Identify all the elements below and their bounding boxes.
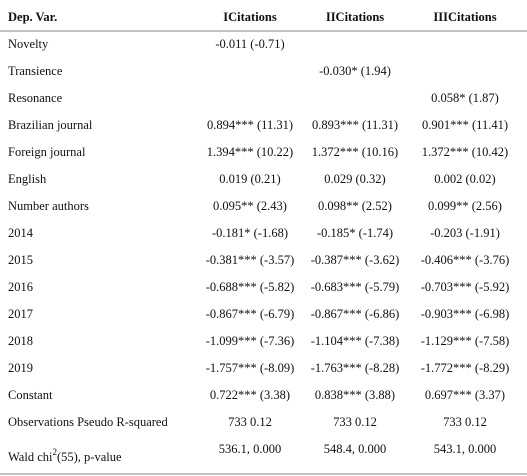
cell: 0.838*** (3.88)	[315, 388, 395, 402]
cell: 0.893*** (11.31)	[312, 118, 398, 132]
cell: 733 0.12	[333, 415, 377, 429]
label-text: (55), p-value	[57, 450, 122, 464]
row-label: 2018	[8, 334, 33, 348]
cell: -0.688*** (-5.82)	[206, 280, 295, 294]
header-cell: ICitations	[223, 10, 277, 24]
cell: 0.894*** (11.31)	[207, 118, 293, 132]
header-cell: Dep. Var.	[8, 10, 57, 24]
row-label: 2019	[8, 361, 33, 375]
row-label: Brazilian journal	[8, 118, 93, 132]
header-cell: IICitations	[326, 10, 384, 24]
cell: -0.867*** (-6.86)	[311, 307, 400, 321]
row-label: Foreign journal	[8, 145, 86, 159]
cell: -0.011 (-0.71)	[215, 37, 284, 51]
superscript: 2	[52, 447, 57, 457]
row-label: 2014	[8, 226, 34, 240]
cell: -1.772*** (-8.29)	[421, 361, 510, 375]
cell: 0.722*** (3.38)	[210, 388, 290, 402]
row-label: Resonance	[8, 91, 63, 105]
cell: -0.703*** (-5.92)	[421, 280, 510, 294]
row-label: Constant	[8, 388, 53, 402]
row-label: 2016	[8, 280, 33, 294]
row-label: Transience	[8, 64, 63, 78]
cell: 543.1, 0.000	[434, 442, 497, 456]
label-text: Wald chi	[8, 450, 53, 464]
cell: -0.867*** (-6.79)	[206, 307, 295, 321]
cell: 733 0.12	[443, 415, 487, 429]
cell: -0.387*** (-3.62)	[311, 253, 400, 267]
cell: 0.002 (0.02)	[434, 172, 495, 186]
cell: -1.104*** (-7.38)	[311, 334, 400, 348]
cell: -0.406*** (-3.76)	[421, 253, 510, 267]
cell: 0.099** (2.56)	[428, 199, 502, 213]
cell: 0.098** (2.52)	[318, 199, 392, 213]
row-label: 2017	[8, 307, 33, 321]
cell: 0.095** (2.43)	[213, 199, 287, 213]
cell: -1.129*** (-7.58)	[421, 334, 510, 348]
row-label: Wald chi2(55), p-value	[8, 447, 122, 464]
cell: -0.185* (-1.74)	[317, 226, 393, 240]
cell: 1.372*** (10.42)	[422, 145, 508, 159]
row-label: 2015	[8, 253, 33, 267]
header-cell: IIICitations	[433, 10, 496, 24]
cell: -1.757*** (-8.09)	[206, 361, 295, 375]
cell: 0.901*** (11.41)	[422, 118, 508, 132]
row-label: Number authors	[8, 199, 89, 213]
cell: 0.019 (0.21)	[219, 172, 280, 186]
cell: 0.029 (0.32)	[324, 172, 385, 186]
cell: 733 0.12	[228, 415, 272, 429]
cell: -0.903*** (-6.98)	[421, 307, 510, 321]
row-label: Novelty	[8, 37, 49, 51]
cell: 1.394*** (10.22)	[207, 145, 293, 159]
cell: 536.1, 0.000	[219, 442, 282, 456]
cell: -0.030* (1.94)	[319, 64, 391, 78]
cell: -0.683*** (-5.79)	[311, 280, 400, 294]
cell: 0.058* (1.87)	[431, 91, 499, 105]
cell: 1.372*** (10.16)	[312, 145, 398, 159]
row-label: Observations Pseudo R-squared	[8, 415, 168, 429]
cell: -0.381*** (-3.57)	[206, 253, 295, 267]
cell: -0.203 (-1.91)	[430, 226, 500, 240]
cell: -1.763*** (-8.28)	[311, 361, 400, 375]
cell: -1.099*** (-7.36)	[206, 334, 295, 348]
cell: 0.697*** (3.37)	[425, 388, 505, 402]
cell: -0.181* (-1.68)	[212, 226, 288, 240]
cell: 548.4, 0.000	[324, 442, 387, 456]
row-label: English	[8, 172, 47, 186]
